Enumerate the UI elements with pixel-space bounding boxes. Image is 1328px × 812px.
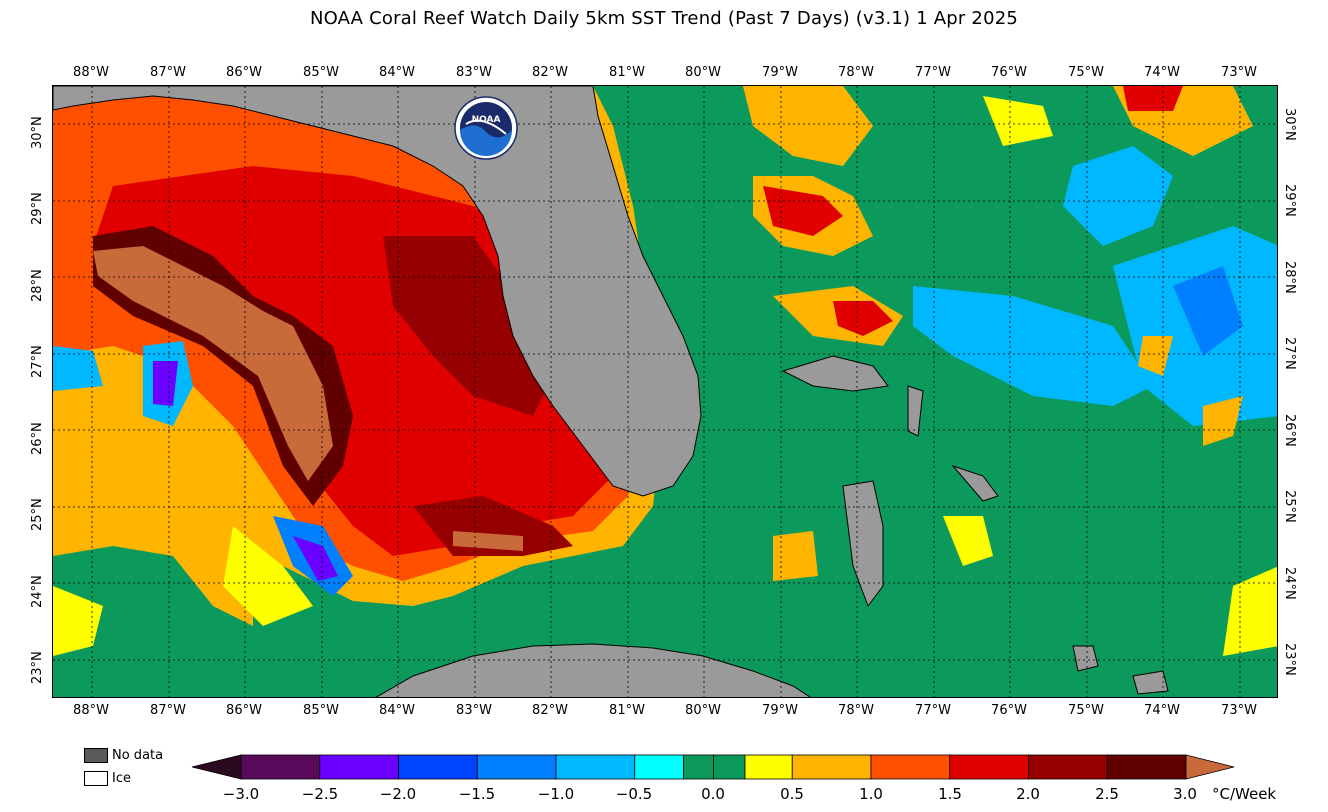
lat-tick: 24°N	[1282, 567, 1297, 600]
lon-tick: 78°W	[838, 703, 874, 718]
lon-tick: 77°W	[915, 703, 951, 718]
lat-tick: 28°N	[1282, 261, 1297, 294]
lon-tick: 75°W	[1068, 65, 1104, 80]
lon-tick: 80°W	[685, 703, 721, 718]
colorbar-cell	[319, 754, 399, 780]
lat-tick: 26°N	[1282, 414, 1297, 447]
lon-tick: 82°W	[532, 65, 568, 80]
lat-tick: 23°N	[1282, 643, 1297, 676]
lat-tick: 29°N	[30, 192, 45, 225]
lon-tick: 75°W	[1068, 703, 1104, 718]
colorbar-cell	[791, 754, 872, 780]
colorbar-tick: 0.5	[780, 785, 804, 803]
lon-tick: 78°W	[838, 65, 874, 80]
lon-tick: 86°W	[226, 703, 262, 718]
colorbar-cell	[949, 754, 1029, 780]
colorbar-cell	[870, 754, 951, 780]
lon-tick: 77°W	[915, 65, 951, 80]
lon-tick: 85°W	[303, 703, 339, 718]
lat-tick: 26°N	[30, 422, 45, 455]
noaa-logo-text: NOAA	[472, 115, 501, 125]
lat-tick: 29°N	[1282, 184, 1297, 217]
lat-tick: 24°N	[30, 575, 45, 608]
colorbar	[191, 754, 1235, 780]
colorbar-over-arrow	[1185, 754, 1235, 780]
colorbar-tick: 0.0	[701, 785, 725, 803]
lat-tick: 23°N	[30, 651, 45, 684]
colorbar-cell	[1106, 754, 1187, 780]
graticule	[53, 86, 1277, 697]
colorbar-tick: −1.0	[537, 785, 575, 803]
colorbar-tick: 3.0	[1173, 785, 1197, 803]
lon-tick: 73°W	[1221, 65, 1257, 80]
lon-tick: 79°W	[762, 65, 798, 80]
sst-trend-map: NOAA	[52, 85, 1278, 698]
colorbar-tick: 1.0	[859, 785, 883, 803]
lat-tick: 27°N	[30, 345, 45, 378]
lat-tick: 30°N	[30, 116, 45, 149]
lon-tick: 73°W	[1221, 703, 1257, 718]
legend-no-data: No data	[84, 748, 163, 763]
land	[53, 86, 1169, 697]
lon-tick: 81°W	[609, 703, 645, 718]
ice-swatch	[84, 771, 108, 786]
lat-tick: 30°N	[1282, 108, 1297, 141]
lon-tick: 88°W	[73, 703, 109, 718]
lon-tick: 76°W	[991, 703, 1027, 718]
colorbar-cell	[476, 754, 557, 780]
colorbar-tick: 2.0	[1016, 785, 1040, 803]
lon-tick: 88°W	[73, 65, 109, 80]
legend-ice: Ice	[84, 771, 131, 786]
colorbar-cell	[398, 754, 478, 780]
colorbar-tick: −3.0	[222, 785, 260, 803]
lon-tick: 81°W	[609, 65, 645, 80]
lon-tick: 74°W	[1144, 703, 1180, 718]
colorbar-cell	[555, 754, 636, 780]
colorbar-tick: −2.0	[379, 785, 417, 803]
colorbar-cell	[683, 754, 714, 780]
colorbar-unit: °C/Week	[1212, 785, 1277, 803]
lon-tick: 79°W	[762, 703, 798, 718]
colorbar-tick: −1.5	[458, 785, 496, 803]
colorbar-cell	[744, 754, 793, 780]
colorbar-cell	[634, 754, 684, 780]
lat-tick: 27°N	[1282, 337, 1297, 370]
lon-tick: 85°W	[303, 65, 339, 80]
lon-tick: 84°W	[379, 703, 415, 718]
lon-tick: 83°W	[456, 703, 492, 718]
lat-tick: 25°N	[30, 498, 45, 531]
lon-tick: 80°W	[685, 65, 721, 80]
lat-tick: 28°N	[30, 269, 45, 302]
gulf-anomaly	[53, 86, 673, 697]
colorbar-cell	[1028, 754, 1108, 780]
lon-tick: 74°W	[1144, 65, 1180, 80]
atlantic-anomaly	[743, 86, 1277, 656]
colorbar-tick: 2.5	[1095, 785, 1119, 803]
lat-tick: 25°N	[1282, 490, 1297, 523]
lon-tick: 83°W	[456, 65, 492, 80]
noaa-seal-icon: NOAA	[454, 96, 518, 160]
no-data-swatch	[84, 748, 108, 763]
ice-label: Ice	[112, 771, 131, 786]
colorbar-under-arrow	[191, 754, 242, 780]
lon-tick: 82°W	[532, 703, 568, 718]
lon-tick: 87°W	[150, 65, 186, 80]
colorbar-tick: −2.5	[301, 785, 339, 803]
colorbar-cell	[240, 754, 321, 780]
lon-tick: 86°W	[226, 65, 262, 80]
lon-tick: 87°W	[150, 703, 186, 718]
map-title: NOAA Coral Reef Watch Daily 5km SST Tren…	[309, 8, 1019, 29]
lon-tick: 76°W	[991, 65, 1027, 80]
colorbar-tick: 1.5	[938, 785, 962, 803]
colorbar-tick: −0.5	[615, 785, 653, 803]
no-data-label: No data	[112, 748, 164, 763]
colorbar-cell	[713, 754, 746, 780]
lon-tick: 84°W	[379, 65, 415, 80]
